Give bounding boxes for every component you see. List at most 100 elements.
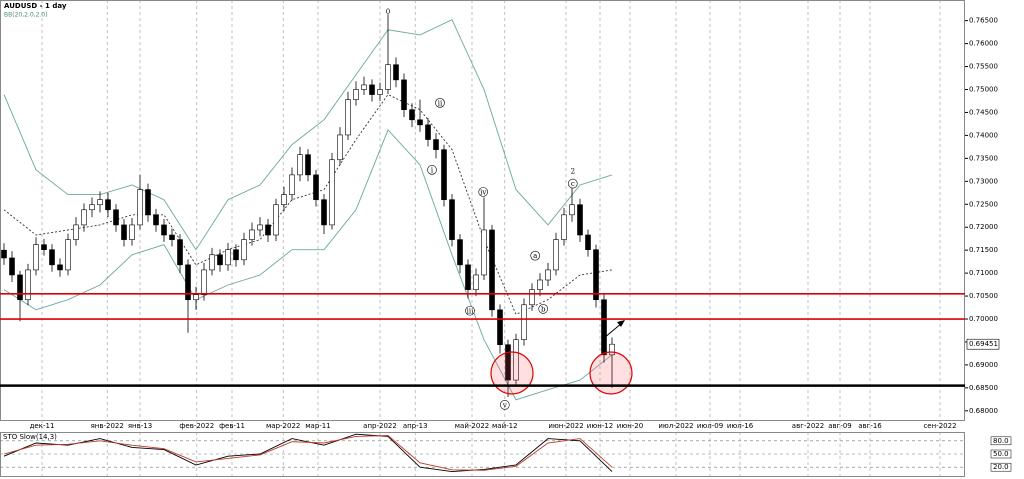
candle-body	[65, 239, 71, 271]
candle-body	[305, 154, 311, 176]
candle-body	[225, 249, 231, 266]
x-tick-label: июн-20	[617, 422, 643, 430]
x-tick-label: дек-11	[30, 422, 55, 430]
x-tick-label: май-12	[492, 422, 518, 430]
candle-body	[321, 199, 327, 226]
candle-body	[297, 154, 303, 176]
wave-label: b	[541, 305, 546, 313]
y-tick-label: 0.71000	[969, 269, 998, 277]
candle-body	[505, 344, 511, 381]
candle-body	[201, 269, 207, 295]
y-tick-label: 0.76500	[969, 17, 998, 25]
y-tick-box	[990, 449, 1012, 459]
candle-body	[33, 244, 39, 271]
candle-body	[377, 89, 383, 95]
candle-body	[257, 224, 263, 231]
candle-body	[313, 174, 319, 200]
y-tick-label: 0.72500	[969, 200, 998, 208]
candle-body	[497, 309, 503, 346]
candle-body	[153, 214, 159, 226]
y-tick-label: 50.0	[993, 450, 1009, 458]
candle-body	[385, 64, 391, 90]
y-tick-label: 0.75000	[969, 86, 998, 94]
candle-body	[465, 264, 471, 290]
candle-body	[289, 174, 295, 195]
x-tick-label: мар-2022	[266, 422, 300, 430]
candle-body	[329, 159, 335, 226]
candle-body	[401, 79, 407, 111]
wave-circle	[530, 250, 541, 261]
y-tick-label: 0.69000	[969, 361, 998, 369]
arrow-head	[617, 320, 625, 327]
y-tick-label: 0.68500	[969, 384, 998, 392]
candle-body	[217, 254, 223, 266]
arrow	[603, 322, 623, 339]
candle-body	[457, 239, 463, 266]
candle-body	[433, 139, 439, 150]
wave-circle	[538, 304, 549, 314]
candle-body	[361, 84, 367, 90]
candle-body	[241, 239, 247, 261]
candle-body	[281, 194, 287, 206]
candle-body	[537, 279, 543, 290]
wave-label: v	[502, 401, 507, 409]
candle-body	[561, 214, 567, 240]
x-tick-label: янв-2022	[91, 422, 124, 430]
candle-body	[553, 239, 559, 271]
wave-label: 2	[571, 167, 575, 175]
candle-body	[353, 89, 359, 100]
candle-body	[17, 274, 23, 301]
y-tick-label: 80.0	[993, 437, 1009, 445]
candle-body	[449, 199, 455, 240]
wave-label: a	[533, 252, 537, 260]
candle-body	[489, 229, 495, 311]
candle-body	[609, 343, 615, 356]
candle-body	[97, 199, 103, 206]
sto-title: STO Slow(14,3)	[3, 433, 57, 441]
y-tick-box	[990, 436, 1012, 446]
wave-label: ii	[438, 99, 443, 107]
candle-body	[273, 204, 279, 236]
candle-body	[41, 244, 47, 251]
price-panel	[1, 14, 615, 401]
x-tick-label: июл-16	[727, 422, 754, 430]
candle-body	[233, 249, 239, 261]
candle-body	[601, 299, 607, 356]
highlight-circle	[589, 351, 633, 395]
x-tick-label: мар-11	[305, 422, 330, 430]
y-tick-label: 0.72000	[969, 223, 998, 231]
candle-body	[25, 269, 31, 301]
bollinger-lower	[3, 129, 613, 401]
candle-body	[521, 304, 527, 340]
bollinger-upper	[3, 19, 613, 251]
y-tick-label: 0.70000	[969, 315, 998, 323]
candle-body	[81, 209, 87, 226]
wave-label: iii	[467, 307, 474, 315]
x-tick-label: авг-2022	[792, 422, 824, 430]
wave-circle	[567, 178, 578, 189]
x-tick-label: фев-11	[219, 422, 245, 430]
wave-circle	[465, 305, 475, 316]
price-frame	[0, 0, 965, 421]
candle-body	[185, 264, 191, 301]
candle-body	[585, 234, 591, 251]
wave-label: c	[571, 180, 575, 188]
candle-body	[209, 254, 215, 271]
x-tick-label: авг-09	[828, 422, 852, 430]
candle-body	[129, 224, 135, 240]
candle-body	[473, 274, 479, 290]
last-price-label: 0.69451	[969, 340, 998, 348]
candle-body	[9, 257, 15, 276]
candle-body	[441, 149, 447, 200]
candle-body	[1, 249, 7, 259]
candle-body	[49, 249, 55, 266]
candle-body	[481, 229, 487, 276]
chart-title: AUDUSD - 1 day	[4, 2, 67, 10]
sto-frame	[0, 432, 965, 477]
y-tick-label: 0.73500	[969, 154, 998, 162]
wave-circle	[478, 187, 489, 197]
candle-body	[409, 109, 415, 121]
y-tick-label: 0.68000	[969, 407, 998, 415]
y-tick-label: 0.74000	[969, 131, 998, 139]
